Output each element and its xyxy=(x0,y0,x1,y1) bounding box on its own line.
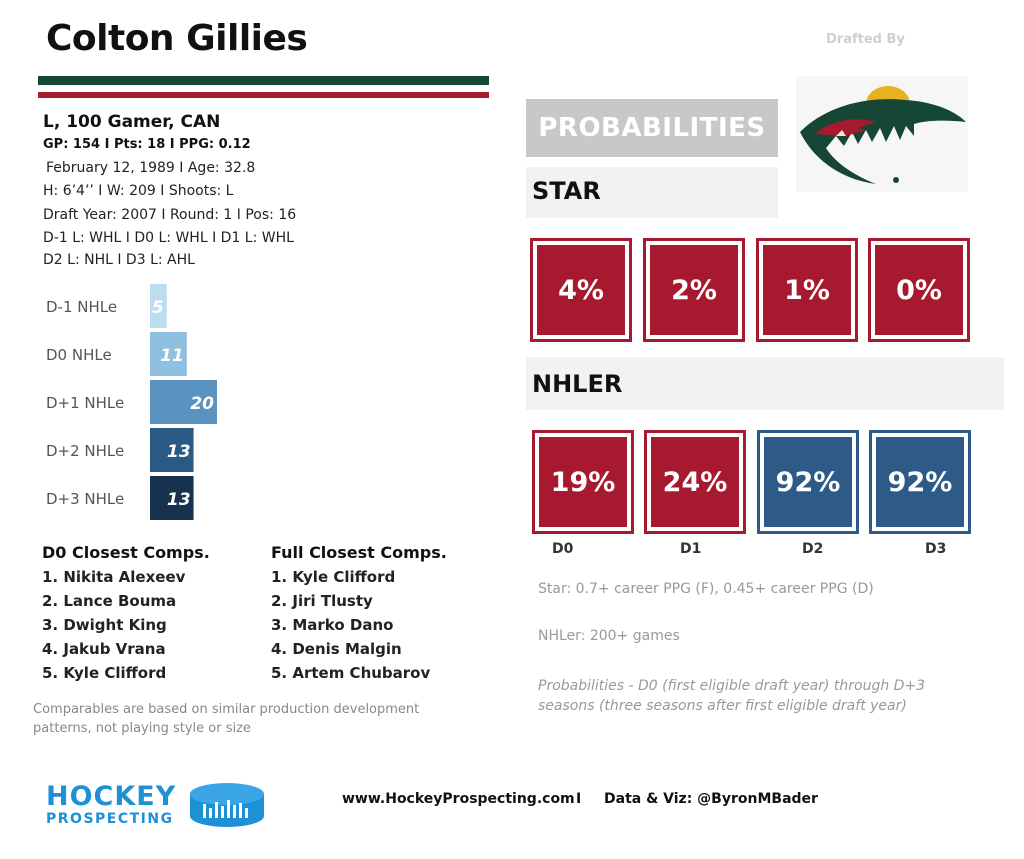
prob-value: 92% xyxy=(876,437,964,527)
prob-value: 24% xyxy=(651,437,739,527)
minnesota-wild-logo-icon xyxy=(800,86,966,184)
full-comps-title: Full Closest Comps. xyxy=(271,543,447,562)
star-section-band xyxy=(526,167,778,218)
player-draft: Draft Year: 2007 I Round: 1 I Pos: 16 xyxy=(43,207,297,223)
period-definition-note: Probabilities - D0 (first eligible draft… xyxy=(538,678,926,714)
nhle-bar xyxy=(150,428,194,472)
nhle-data-label: 11 xyxy=(160,346,184,366)
prob-value: 1% xyxy=(763,245,851,335)
nhler-prob-d3: 92% xyxy=(869,430,971,534)
nhle-data-label: 13 xyxy=(167,442,191,462)
nhle-data-label: 20 xyxy=(190,394,214,414)
list-item: 1. Kyle Clifford xyxy=(271,568,396,586)
brand-prospecting: PROSPECTING xyxy=(46,811,174,827)
year-label-d1: D1 xyxy=(680,541,702,557)
star-prob-d0: 4% xyxy=(530,238,632,342)
player-physical: H: 6’4’’ I W: 209 I Shoots: L xyxy=(43,183,234,199)
prob-value: 19% xyxy=(539,437,627,527)
year-label-d0: D0 xyxy=(552,541,574,557)
drafted-by-label: Drafted By xyxy=(826,32,905,47)
probabilities-header: PROBABILITIES xyxy=(526,99,778,157)
comps-footnote: Comparables are based on similar product… xyxy=(33,702,420,736)
player-leagues-2: D2 L: NHL I D3 L: AHL xyxy=(43,252,195,268)
list-item: 4. Jakub Vrana xyxy=(42,640,166,658)
nhle-bar-chart: D-1 NHLe 5 D0 NHLe 11 D+1 NHLe 20 D+2 NHLe 13 D+… xyxy=(46,284,217,520)
footer-separator: I xyxy=(576,791,582,807)
list-item: 2. Jiri Tlusty xyxy=(271,592,373,610)
footer-credit: Data & Viz: @ByronMBader xyxy=(604,791,818,807)
hockey-puck-chart-icon xyxy=(190,783,264,827)
nhler-definition-note: NHLer: 200+ games xyxy=(538,628,680,644)
star-prob-d1: 2% xyxy=(643,238,745,342)
year-label-d2: D2 xyxy=(802,541,824,557)
nhle-category-label: D+1 NHLe xyxy=(46,394,124,412)
player-summary: L, 100 Gamer, CAN xyxy=(43,112,221,132)
team-stripe-green xyxy=(38,76,489,85)
nhler-section-band xyxy=(526,357,1004,410)
star-definition-note: Star: 0.7+ career PPG (F), 0.45+ career … xyxy=(538,581,874,597)
list-item: 1. Nikita Alexeev xyxy=(42,568,186,586)
team-logo xyxy=(796,76,968,192)
nhle-category-label: D-1 NHLe xyxy=(46,298,117,316)
list-item: 3. Dwight King xyxy=(42,616,167,634)
year-label-d3: D3 xyxy=(925,541,947,557)
d0-comps-title: D0 Closest Comps. xyxy=(42,543,210,562)
nhler-prob-d0: 19% xyxy=(532,430,634,534)
team-stripe-red xyxy=(38,92,489,98)
star-prob-d2: 1% xyxy=(756,238,858,342)
nhle-category-label: D+2 NHLe xyxy=(46,442,124,460)
nhle-bar xyxy=(150,476,194,520)
list-item: 2. Lance Bouma xyxy=(42,592,177,610)
prob-value: 2% xyxy=(650,245,738,335)
nhle-data-label: 13 xyxy=(167,490,191,510)
nhler-prob-d1: 24% xyxy=(644,430,746,534)
list-item: 4. Denis Malgin xyxy=(271,640,402,658)
prob-value: 4% xyxy=(537,245,625,335)
full-comps-list: 1. Kyle Clifford 2. Jiri Tlusty 3. Marko… xyxy=(271,565,430,685)
nhle-bar xyxy=(150,284,167,328)
star-label: STAR xyxy=(532,177,601,205)
nhler-prob-d2: 92% xyxy=(757,430,859,534)
nhle-bar xyxy=(150,380,217,424)
nhler-label: NHLER xyxy=(532,370,623,398)
nhle-bar xyxy=(150,332,187,376)
prob-value: 0% xyxy=(875,245,963,335)
player-leagues-1: D-1 L: WHL I D0 L: WHL I D1 L: WHL xyxy=(43,230,294,246)
player-birth: February 12, 1989 I Age: 32.8 xyxy=(46,160,256,176)
d0-comps-list: 1. Nikita Alexeev 2. Lance Bouma 3. Dwig… xyxy=(42,565,185,685)
player-name: Colton Gillies xyxy=(46,18,308,59)
player-stats: GP: 154 I Pts: 18 I PPG: 0.12 xyxy=(43,137,251,152)
nhle-data-label: 5 xyxy=(152,298,164,318)
nhle-category-label: D0 NHLe xyxy=(46,346,112,364)
footer-website-link[interactable]: www.HockeyProspecting.com xyxy=(342,791,575,807)
list-item: 5. Kyle Clifford xyxy=(42,664,167,682)
brand-hockey: HOCKEY xyxy=(46,781,177,812)
list-item: 3. Marko Dano xyxy=(271,616,394,634)
list-item: 5. Artem Chubarov xyxy=(271,664,431,682)
star-prob-d3: 0% xyxy=(868,238,970,342)
nhle-category-label: D+3 NHLe xyxy=(46,490,124,508)
prob-value: 92% xyxy=(764,437,852,527)
